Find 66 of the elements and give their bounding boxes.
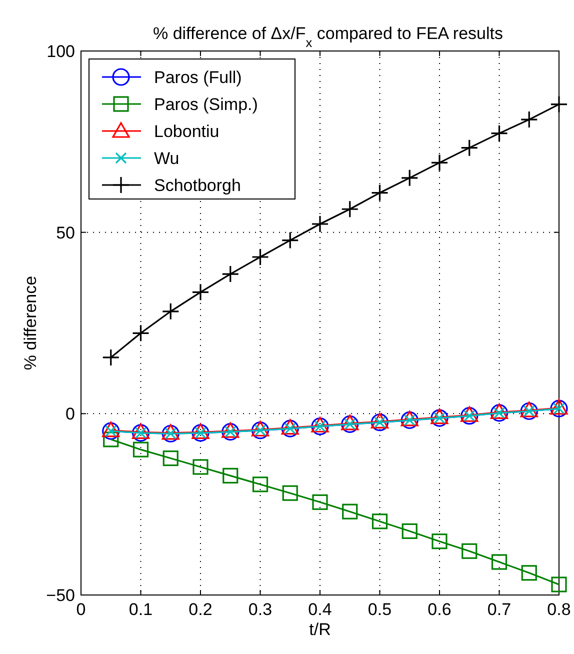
point [372,514,388,530]
point [103,432,119,448]
x-tick-label: 0.3 [248,600,272,619]
point [132,442,149,458]
point [400,169,418,187]
point [222,422,240,438]
point [222,423,240,441]
point [281,232,299,250]
y-tick-label: −50 [46,586,75,605]
point [341,200,359,218]
point [460,139,478,157]
point [222,468,238,484]
point [432,534,448,550]
point [162,450,178,466]
point [520,110,538,128]
x-tick-label: 0.7 [487,600,512,619]
y-tick-label: 100 [46,42,75,61]
x-tick-label: 0.2 [188,600,212,619]
point [342,504,358,520]
point [252,476,268,492]
legend-label: Wu [154,149,180,168]
x-tick-label: 0.6 [428,600,452,619]
point [491,554,508,570]
point [192,459,208,475]
point [311,418,329,436]
point [402,523,418,539]
point [251,420,270,436]
point [192,283,210,301]
point [132,423,150,439]
point [460,407,478,425]
x-axis-title: t/R [309,620,331,639]
chart-title: % difference of Δx/F$_{x}$ compared to FEA results [152,24,504,50]
point [551,576,567,592]
point [102,348,120,366]
point [312,494,328,510]
point [132,424,150,442]
legend-label: Schotborgh [154,176,241,195]
legend-label: Paros (Simp.) [154,95,258,114]
point [222,265,240,283]
y-tick-label: 50 [56,223,75,242]
point [550,96,568,114]
x-tick-label: 0.8 [547,600,571,619]
point [251,248,270,266]
point [460,406,478,422]
point [251,422,270,440]
point [192,423,210,439]
point [311,416,329,432]
point [370,412,389,428]
point [192,424,210,442]
point [462,543,478,559]
x-tick-label: 0.1 [128,600,153,619]
legend-label: Paros (Full) [154,68,242,87]
point [162,302,180,320]
point [282,485,298,501]
point [132,324,150,342]
x-tick-label: 0.4 [308,600,332,619]
legend-label: Lobontiu [154,122,220,141]
point [370,414,389,432]
point [521,565,537,581]
y-axis-title: % difference [21,276,40,370]
point [370,184,389,202]
point [490,124,508,142]
x-tick-label: 0.5 [368,600,392,619]
point [311,215,329,233]
point [430,154,448,172]
y-tick-label: 0 [66,404,75,424]
